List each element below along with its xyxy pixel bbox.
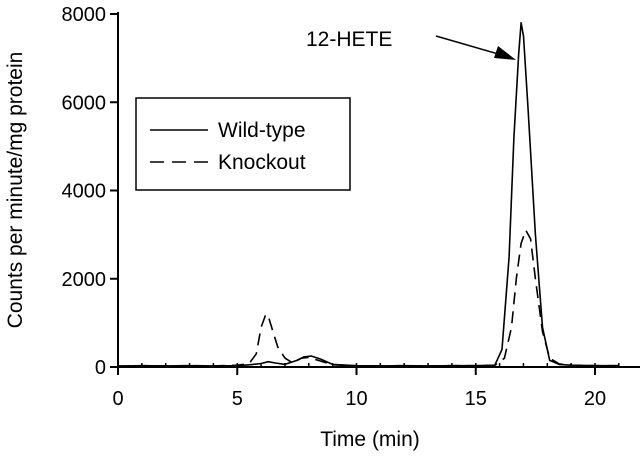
legend-box bbox=[135, 97, 351, 191]
y-tick-label: 4000 bbox=[62, 181, 107, 203]
y-axis-title: Counts per minute/mg protein bbox=[4, 52, 27, 329]
x-tick-label: 5 bbox=[232, 388, 243, 410]
annotation-12-hete: 12-HETE bbox=[306, 28, 516, 60]
series-lines bbox=[117, 21, 619, 367]
x-axis-title: Time (min) bbox=[320, 428, 420, 451]
legend-label-wild-type: Wild-type bbox=[218, 119, 306, 142]
y-ticks: 0 2000 4000 6000 8000 bbox=[62, 4, 118, 379]
annotation-label: 12-HETE bbox=[306, 28, 392, 51]
series-line-wild-type bbox=[117, 21, 619, 367]
x-tick-label: 0 bbox=[112, 388, 123, 410]
x-tick-label: 10 bbox=[345, 388, 367, 410]
y-tick-label: 2000 bbox=[62, 269, 107, 291]
y-tick-label: 8000 bbox=[62, 4, 107, 26]
series-line-knockout bbox=[117, 229, 619, 367]
x-ticks: 0 5 10 15 20 bbox=[112, 367, 606, 410]
annotation-arrowhead bbox=[494, 46, 516, 60]
legend-label-knockout: Knockout bbox=[218, 151, 306, 174]
legend: Wild-type Knockout bbox=[135, 97, 351, 191]
y-tick-label: 0 bbox=[95, 357, 106, 379]
x-tick-label: 15 bbox=[465, 388, 487, 410]
x-tick-label: 20 bbox=[584, 388, 606, 410]
y-tick-label: 6000 bbox=[62, 92, 107, 114]
